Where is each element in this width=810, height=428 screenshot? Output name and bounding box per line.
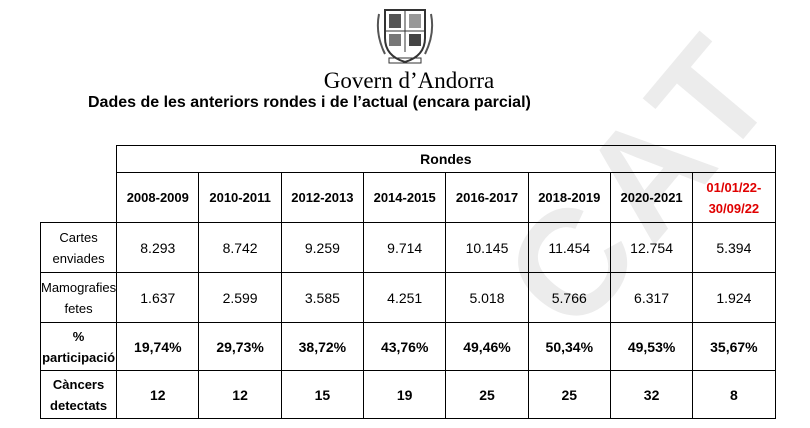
table-row: Mamografies fetes 1.637 2.599 3.585 4.251 5.0… (39, 272, 776, 323)
empty-cell (41, 173, 117, 223)
cell: 12.754 (609, 222, 694, 273)
cell: 8 (692, 370, 776, 419)
cell: 12 (198, 370, 282, 419)
cell: 11.454 (527, 222, 611, 273)
cell: 15 (280, 370, 365, 419)
cell: 8.742 (198, 222, 282, 273)
cell: 49,53% (609, 322, 694, 371)
cell: 5.018 (445, 272, 529, 323)
column-header: 2020-2021 (609, 172, 694, 223)
cell: 19,74% (116, 322, 200, 371)
column-header: 2014-2015 (363, 172, 447, 223)
table: Rondes 2008-2009 2010-2011 2012-2013 2014-20… (39, 145, 776, 419)
table-row: Càncers detectats 12 12 15 19 25 25 32 8 (39, 370, 776, 419)
cell: 29,73% (198, 322, 282, 371)
column-header: 2010-2011 (198, 172, 282, 223)
cell: 1.637 (116, 272, 200, 323)
table-row: Cartes enviades 8.293 8.742 9.259 9.714 10.14… (39, 222, 776, 273)
cell: 8.293 (116, 222, 200, 273)
cell: 19 (363, 370, 447, 419)
cell: 35,67% (692, 322, 776, 371)
row-label: Cartes enviades (39, 222, 118, 273)
table-row: % participació 19,74% 29,73% 38,72% 43,76% 49… (39, 322, 776, 371)
column-header: 2016-2017 (445, 172, 529, 223)
cell: 25 (527, 370, 611, 419)
org-name: Govern d’Andorra (323, 68, 495, 93)
row-label: Mamografies fetes (39, 272, 118, 323)
cell: 9.714 (363, 222, 447, 273)
column-header: 2018-2019 (527, 172, 611, 223)
column-header: 2008-2009 (116, 172, 200, 223)
cell: 49,46% (445, 322, 529, 371)
logo (376, 9, 434, 64)
column-header: 01/01/22- 30/09/22 (692, 172, 776, 223)
cell: 9.259 (280, 222, 365, 273)
cell: 10.145 (445, 222, 529, 273)
title: Dades de les anteriors rondes i de l’act… (88, 94, 531, 111)
column-header-row: 2008-2009 2010-2011 2012-2013 2014-2015 2016… (41, 172, 776, 223)
cell: 38,72% (280, 322, 365, 371)
cell: 25 (445, 370, 529, 419)
cell: 43,76% (363, 322, 447, 371)
column-header: 2012-2013 (280, 172, 365, 223)
cell: 4.251 (363, 272, 447, 323)
cell: 6.317 (609, 272, 694, 323)
cell: 50,34% (527, 322, 611, 371)
cell: 2.599 (198, 272, 282, 323)
cell: 3.585 (280, 272, 365, 323)
cell: 12 (116, 370, 200, 419)
cell: 32 (609, 370, 694, 419)
cell: 5.394 (692, 222, 776, 273)
group-header: Rondes (116, 145, 776, 173)
cell: 5.766 (527, 272, 611, 323)
row-label: Càncers detectats (39, 370, 118, 419)
cell: 1.924 (692, 272, 776, 323)
group-header-row: Rondes (41, 145, 776, 173)
row-label: % participació (39, 322, 118, 371)
empty-cell (41, 146, 117, 173)
